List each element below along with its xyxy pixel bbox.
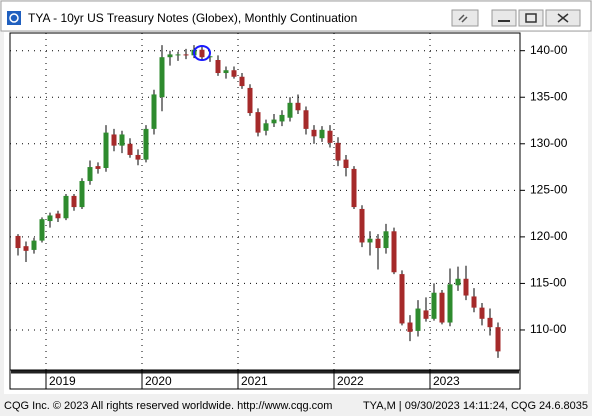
- candle-body: [159, 57, 165, 98]
- candle-body: [111, 134, 117, 146]
- maximize-icon: [525, 13, 537, 23]
- y-tick-label: 115-00: [530, 276, 567, 290]
- candle-body: [135, 154, 141, 160]
- candle-body: [311, 129, 317, 137]
- candle-body: [487, 317, 493, 328]
- candle-body: [23, 246, 29, 251]
- x-tick-label: 2023: [433, 374, 460, 388]
- y-tick-label: 120-00: [530, 229, 568, 243]
- candle-body: [231, 70, 237, 77]
- candle-body: [183, 54, 189, 56]
- candle-body: [143, 128, 149, 160]
- candle-body: [295, 102, 301, 111]
- candle-body: [119, 134, 125, 146]
- candle-body: [375, 238, 381, 249]
- footer-left: CQG Inc. © 2023 All rights reserved worl…: [4, 400, 332, 412]
- candle-body: [471, 296, 477, 308]
- candle-body: [127, 143, 133, 155]
- candle-body: [359, 208, 365, 243]
- candle-body: [447, 284, 453, 323]
- app-icon: [7, 11, 21, 25]
- candle-body: [399, 274, 405, 324]
- candle-body: [431, 292, 437, 319]
- minimize-button[interactable]: [491, 9, 517, 27]
- close-icon: [557, 13, 569, 23]
- maximize-button[interactable]: [518, 9, 544, 27]
- y-tick-label: 140-00: [530, 43, 568, 57]
- footer-right: TYA,M | 09/30/2023 14:11:24, CQG 24.6.80…: [363, 400, 588, 412]
- candle-body: [175, 54, 181, 56]
- candle-body: [63, 195, 69, 219]
- candle-body: [303, 110, 309, 129]
- x-tick-label: 2019: [49, 374, 76, 388]
- candle-body: [207, 56, 213, 58]
- candle-body: [255, 112, 261, 133]
- candle-body: [15, 235, 21, 249]
- y-tick-label: 110-00: [530, 322, 567, 336]
- candle-body: [263, 123, 269, 131]
- candle-body: [47, 215, 53, 222]
- candle-body: [247, 87, 253, 114]
- candle-body: [463, 278, 469, 296]
- link-icon: [458, 14, 468, 23]
- x-tick-label: 2020: [145, 374, 172, 388]
- candle-body: [239, 76, 245, 87]
- candle-body: [151, 94, 157, 129]
- candle-body: [327, 130, 333, 143]
- candle-body: [439, 292, 445, 323]
- candle-body: [279, 114, 285, 122]
- candle-body: [95, 166, 101, 169]
- candle-body: [167, 54, 173, 58]
- y-tick-label: 135-00: [530, 89, 568, 103]
- candle-body: [103, 132, 109, 168]
- candle-body: [87, 167, 93, 182]
- x-tick-label: 2021: [241, 374, 268, 388]
- candle-body: [383, 231, 389, 249]
- candle-body: [479, 307, 485, 319]
- app-icon-glyph: [9, 13, 19, 23]
- candle-body: [391, 231, 397, 273]
- candle-body: [407, 322, 413, 332]
- candle-body: [423, 310, 429, 319]
- y-tick-label: 130-00: [530, 136, 568, 150]
- x-tick-label: 2022: [337, 374, 364, 388]
- window-title: TYA - 10yr US Treasury Notes (Globex), M…: [28, 11, 357, 25]
- candle-body: [79, 181, 85, 208]
- candle-body: [223, 70, 229, 74]
- annotation-circle: [193, 45, 211, 61]
- candle-body: [271, 119, 277, 124]
- candle-body: [39, 219, 45, 241]
- candle-body: [455, 278, 461, 286]
- y-tick-label: 125-00: [530, 183, 568, 197]
- candle-body: [31, 240, 37, 250]
- time-axis: [9, 369, 521, 390]
- candle-body: [215, 59, 221, 74]
- candle-body: [415, 308, 421, 331]
- candle-body: [319, 129, 325, 139]
- candle-body: [71, 195, 77, 208]
- candle-body: [343, 159, 349, 168]
- candle-body: [287, 102, 293, 118]
- candle-body: [335, 142, 341, 161]
- candle-body: [199, 49, 205, 58]
- candle-body: [495, 327, 501, 352]
- candle-body: [367, 238, 373, 243]
- candle-body: [55, 213, 61, 219]
- candle-body: [351, 168, 357, 208]
